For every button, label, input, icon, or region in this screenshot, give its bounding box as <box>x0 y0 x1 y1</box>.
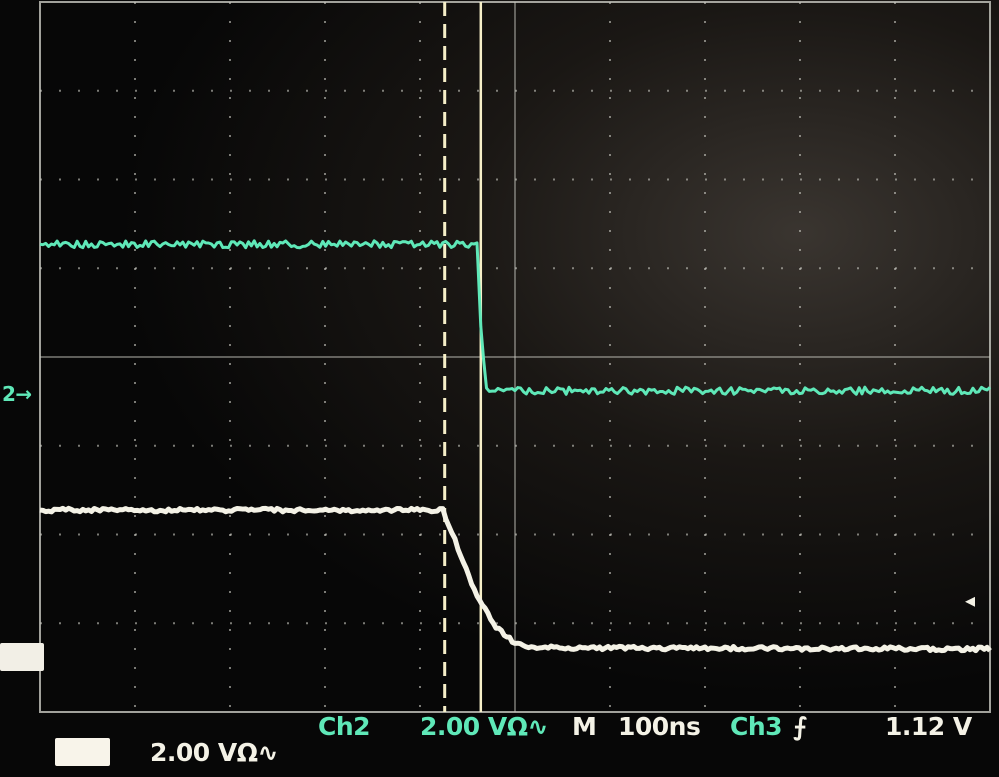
rising-edge-icon: ⨍ <box>793 712 807 741</box>
trigger-level-marker-icon: ◂ <box>965 588 975 612</box>
ch2-ground-marker: 2→ <box>2 382 32 406</box>
ch2-label: Ch2 <box>318 712 370 741</box>
oscilloscope-screen: 2→ ◂ Ch2 2.00 VΩ∿ M 100ns Ch3 ⨍ 1.12 V 2… <box>0 0 999 777</box>
trigger-level: 1.12 V <box>885 712 972 741</box>
ch2-scale: 2.00 VΩ∿ <box>420 712 548 741</box>
trigger-source: Ch3 <box>730 712 782 741</box>
timebase-prefix: M <box>572 712 596 741</box>
ch3-indicator <box>55 738 110 766</box>
ch3-ground-marker <box>0 643 44 671</box>
waveform-plot <box>0 0 999 777</box>
timebase: 100ns <box>618 712 700 741</box>
ch3-scale: 2.00 VΩ∿ <box>150 738 278 767</box>
